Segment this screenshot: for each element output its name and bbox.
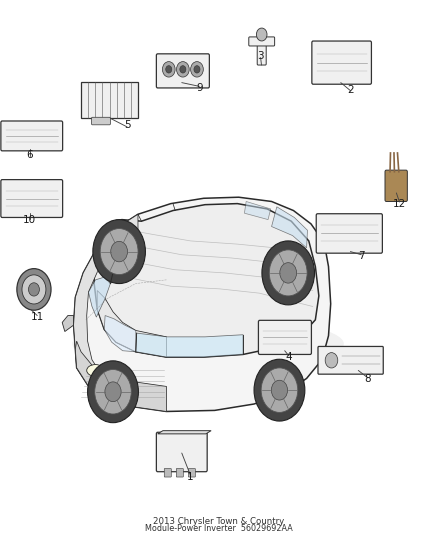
FancyBboxPatch shape — [156, 54, 209, 88]
Polygon shape — [244, 201, 271, 220]
FancyBboxPatch shape — [312, 41, 371, 84]
FancyBboxPatch shape — [318, 346, 383, 374]
Text: 1: 1 — [187, 472, 194, 481]
FancyBboxPatch shape — [1, 121, 63, 151]
Polygon shape — [158, 431, 211, 434]
Polygon shape — [94, 204, 319, 357]
Circle shape — [256, 28, 267, 41]
Circle shape — [191, 62, 203, 77]
FancyBboxPatch shape — [1, 180, 63, 217]
Circle shape — [105, 382, 121, 402]
Polygon shape — [106, 251, 129, 284]
Circle shape — [28, 283, 39, 296]
Circle shape — [17, 269, 51, 310]
FancyBboxPatch shape — [257, 39, 266, 65]
FancyBboxPatch shape — [316, 214, 382, 253]
Circle shape — [100, 229, 138, 274]
Circle shape — [162, 62, 175, 77]
Circle shape — [88, 361, 138, 423]
FancyBboxPatch shape — [258, 320, 311, 354]
Text: 3: 3 — [257, 51, 264, 61]
FancyBboxPatch shape — [156, 432, 207, 472]
Text: 6: 6 — [26, 150, 33, 159]
Polygon shape — [88, 277, 110, 317]
FancyBboxPatch shape — [92, 117, 110, 125]
Circle shape — [177, 62, 189, 77]
Circle shape — [93, 220, 145, 284]
Circle shape — [22, 275, 46, 304]
Ellipse shape — [72, 317, 344, 370]
Polygon shape — [136, 333, 243, 357]
FancyBboxPatch shape — [164, 469, 171, 477]
FancyBboxPatch shape — [385, 170, 407, 201]
Polygon shape — [75, 341, 166, 411]
Polygon shape — [104, 316, 136, 352]
Circle shape — [280, 263, 297, 283]
Polygon shape — [74, 197, 331, 411]
Circle shape — [254, 359, 305, 421]
Circle shape — [269, 250, 307, 296]
FancyBboxPatch shape — [249, 37, 275, 46]
Text: 2: 2 — [347, 85, 354, 94]
Circle shape — [271, 380, 288, 400]
Text: 11: 11 — [31, 312, 44, 322]
Polygon shape — [81, 82, 138, 118]
Circle shape — [262, 241, 314, 305]
Polygon shape — [74, 214, 138, 406]
Circle shape — [194, 66, 200, 73]
Circle shape — [95, 369, 131, 414]
Text: 12: 12 — [393, 199, 406, 208]
Circle shape — [325, 353, 338, 368]
Text: 4: 4 — [286, 352, 293, 362]
Text: Module-Power Inverter  56029692AA: Module-Power Inverter 56029692AA — [145, 524, 293, 532]
Polygon shape — [272, 207, 307, 248]
Polygon shape — [97, 290, 166, 357]
FancyBboxPatch shape — [176, 469, 183, 477]
Text: 10: 10 — [23, 215, 36, 224]
FancyBboxPatch shape — [188, 469, 195, 477]
Circle shape — [111, 241, 127, 262]
Ellipse shape — [87, 365, 104, 376]
Text: 9: 9 — [196, 83, 203, 93]
Text: 5: 5 — [124, 120, 131, 130]
Polygon shape — [62, 316, 74, 332]
Text: 7: 7 — [358, 251, 365, 261]
Circle shape — [180, 66, 186, 73]
Text: 2013 Chrysler Town & Country: 2013 Chrysler Town & Country — [153, 517, 285, 526]
Circle shape — [261, 368, 298, 413]
Text: 8: 8 — [364, 375, 371, 384]
Circle shape — [166, 66, 172, 73]
